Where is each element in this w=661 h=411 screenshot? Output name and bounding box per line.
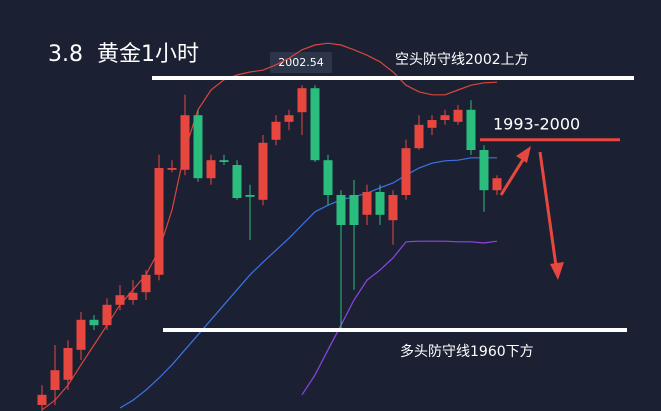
candle-body (128, 292, 138, 300)
candle-body (479, 150, 489, 191)
candle-body (284, 115, 294, 122)
candle-body (115, 295, 125, 305)
candle-body (232, 165, 242, 198)
arrow-head (550, 262, 564, 280)
chart-title: 3.8 黄金1小时 (48, 42, 199, 67)
candle-body (193, 115, 203, 179)
moving-averages (41, 42, 498, 411)
candles (37, 85, 502, 411)
candle-body (141, 274, 151, 293)
candle-body (492, 178, 502, 191)
moving-average-line (301, 240, 498, 396)
candle-body (427, 120, 437, 128)
candle-body (466, 109, 476, 150)
level-label: 1993-2000 (493, 114, 580, 133)
level-label: 多头防守线1960下方 (400, 343, 534, 360)
candle-body (219, 160, 229, 162)
candle-body (180, 115, 190, 170)
candle-body (206, 160, 216, 179)
candle-body (440, 115, 450, 120)
candle-body (401, 148, 411, 195)
moving-average-line (119, 157, 497, 409)
candle-body (167, 168, 177, 170)
candle-body (414, 124, 424, 149)
candle-body (271, 121, 281, 140)
level-label: 空头防守线2002上方 (395, 52, 529, 68)
candle-body (375, 192, 385, 215)
candle-body (63, 348, 73, 380)
candle-body (154, 168, 164, 275)
candle-body (453, 109, 463, 122)
candle-body (102, 304, 112, 326)
candle-body (258, 142, 268, 200)
candle-body (76, 319, 86, 350)
candle-body (245, 195, 255, 197)
arrows (499, 146, 564, 280)
arrow-up (499, 157, 526, 196)
arrow-down (538, 151, 558, 267)
candle-body (323, 160, 333, 195)
candle-body (388, 195, 398, 221)
candle-body (37, 394, 47, 405)
peak-label-box (270, 52, 332, 73)
moving-average-line (41, 42, 498, 411)
candle-body (349, 195, 359, 225)
candle-body (89, 319, 99, 326)
peak-label: 2002.54 (278, 56, 324, 69)
candle-body (310, 88, 320, 161)
candle-body (336, 195, 346, 225)
candle-body (362, 192, 372, 215)
arrow-head (516, 146, 531, 163)
candle-body (50, 370, 60, 390)
candle-body (297, 88, 307, 113)
